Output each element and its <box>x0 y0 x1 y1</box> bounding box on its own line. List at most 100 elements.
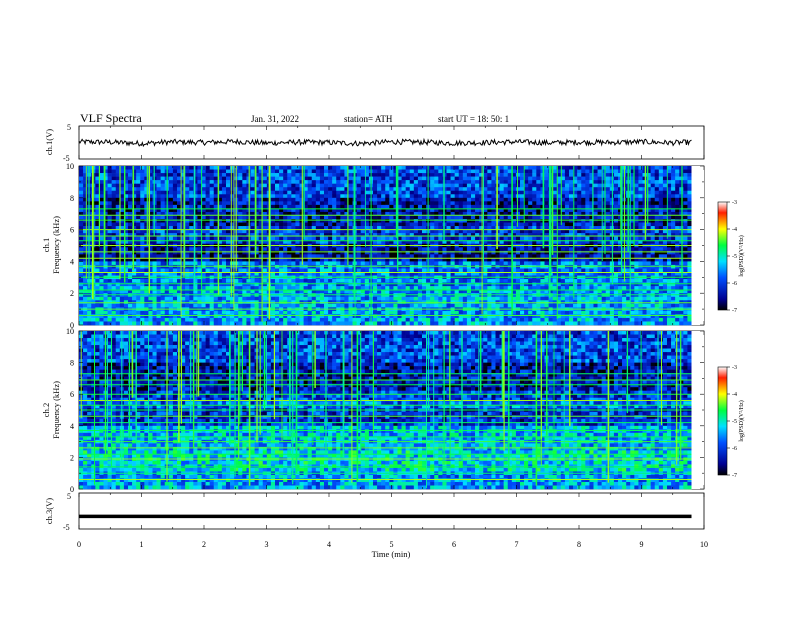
spectrogram-cell <box>336 251 340 255</box>
spectrogram-cell <box>471 304 475 308</box>
spectrogram-cell <box>487 166 491 170</box>
spectrogram-cell <box>128 300 132 304</box>
spectrogram-cell <box>287 279 291 283</box>
spectrogram-cell <box>455 268 459 272</box>
spectrogram-cell <box>263 177 267 181</box>
spectrogram-cell <box>361 311 365 315</box>
spectrogram-cell <box>479 321 483 325</box>
spectrogram-cell <box>161 177 165 181</box>
spectrogram-cell <box>283 198 287 202</box>
spectrogram-cell <box>430 187 434 191</box>
spectrogram-cell <box>385 251 389 255</box>
spectrogram-cell <box>79 205 83 209</box>
spectrogram-cell <box>165 286 169 290</box>
spectrogram-cell <box>381 254 385 258</box>
spectrogram-cell <box>418 166 422 170</box>
spectrogram-cell <box>471 166 475 170</box>
spectrogram-cell <box>447 166 451 170</box>
spectrogram-cell <box>410 215 414 219</box>
ch1-ytick-top: 5 <box>67 123 71 132</box>
spectrogram-cell <box>312 265 316 269</box>
spectrogram-cell <box>112 265 116 269</box>
spectrogram-cell <box>422 184 426 188</box>
spectrogram-cell <box>279 219 283 223</box>
spectrogram-cell <box>128 279 132 283</box>
spectrogram-cell <box>483 311 487 315</box>
spectrogram-cell <box>451 173 455 177</box>
spectrogram-cell <box>132 297 136 301</box>
spectrogram-cell <box>185 223 189 227</box>
spectrogram-cell <box>500 205 504 209</box>
spectrogram-cell <box>455 187 459 191</box>
spectrogram-cell <box>291 187 295 191</box>
spectrogram-cell <box>148 297 152 301</box>
spectrogram-cell <box>377 268 381 272</box>
spectrogram-cell <box>324 166 328 170</box>
spectrogram-cell <box>295 297 299 301</box>
spectrogram-cell <box>398 286 402 290</box>
spectrogram-cell <box>279 230 283 234</box>
spectrogram-cell <box>202 314 206 318</box>
spectrogram-cell <box>95 251 99 255</box>
spectrogram-cell <box>246 283 250 287</box>
spectrogram-cell <box>451 318 455 322</box>
spectrogram-cell <box>108 297 112 301</box>
spectrogram-cell <box>479 166 483 170</box>
spectrogram-cell <box>447 247 451 251</box>
spectrogram-cell <box>491 300 495 304</box>
spectrogram-cell <box>430 205 434 209</box>
spectrogram-cell <box>479 215 483 219</box>
spectrogram-cell <box>487 297 491 301</box>
spectrogram-cell <box>112 166 116 170</box>
spectrogram-cell <box>316 223 320 227</box>
spectrogram-cell <box>463 261 467 265</box>
spectrogram-cell <box>491 166 495 170</box>
spectrogram-cell <box>83 286 87 290</box>
spectrogram-cell <box>438 254 442 258</box>
spectrogram-cell <box>406 247 410 251</box>
spectrogram-cell <box>222 219 226 223</box>
spectrogram-cell <box>300 173 304 177</box>
spectrogram-cell <box>463 201 467 205</box>
spectrogram-cell <box>108 247 112 251</box>
spectrogram-cell <box>373 177 377 181</box>
spectrogram-cell <box>295 304 299 308</box>
spectrogram-cell <box>520 184 524 188</box>
spectrogram-cell <box>340 279 344 283</box>
spectrogram-cell <box>434 223 438 227</box>
spectrogram-cell <box>438 198 442 202</box>
spectrogram-cell <box>161 300 165 304</box>
spectrogram-cell <box>475 300 479 304</box>
spectrogram-cell <box>516 173 520 177</box>
spectrogram-cell <box>336 318 340 322</box>
spectrogram-cell <box>181 283 185 287</box>
spectrogram-cell <box>161 230 165 234</box>
spectrogram-cell <box>361 321 365 325</box>
spectrogram-cell <box>349 223 353 227</box>
spectrogram-cell <box>451 265 455 269</box>
spectrogram-cell <box>136 194 140 198</box>
spectrogram-cell <box>377 297 381 301</box>
spectrogram-cell <box>373 247 377 251</box>
spectrogram-cell <box>442 300 446 304</box>
spectrogram-cell <box>320 177 324 181</box>
spectrogram-cell <box>381 180 385 184</box>
spectrogram-cell <box>202 177 206 181</box>
spectrogram-cell <box>463 198 467 202</box>
spectrogram-cell <box>459 194 463 198</box>
spectrogram-cell <box>373 198 377 202</box>
spectrogram-cell <box>312 205 316 209</box>
spectrogram-cell <box>316 194 320 198</box>
spectrogram-cell <box>422 261 426 265</box>
spectrogram-cell <box>455 318 459 322</box>
spectrogram-cell <box>402 187 406 191</box>
spectrogram-cell <box>83 184 87 188</box>
spectrogram-cell <box>361 304 365 308</box>
spectrogram-cell <box>320 247 324 251</box>
spectrogram-cell <box>324 223 328 227</box>
spectrogram-cell <box>430 166 434 170</box>
spectrogram-cell <box>467 265 471 269</box>
spectrogram-cell <box>349 194 353 198</box>
spectrogram-cell <box>500 311 504 315</box>
spectrogram-cell <box>487 184 491 188</box>
